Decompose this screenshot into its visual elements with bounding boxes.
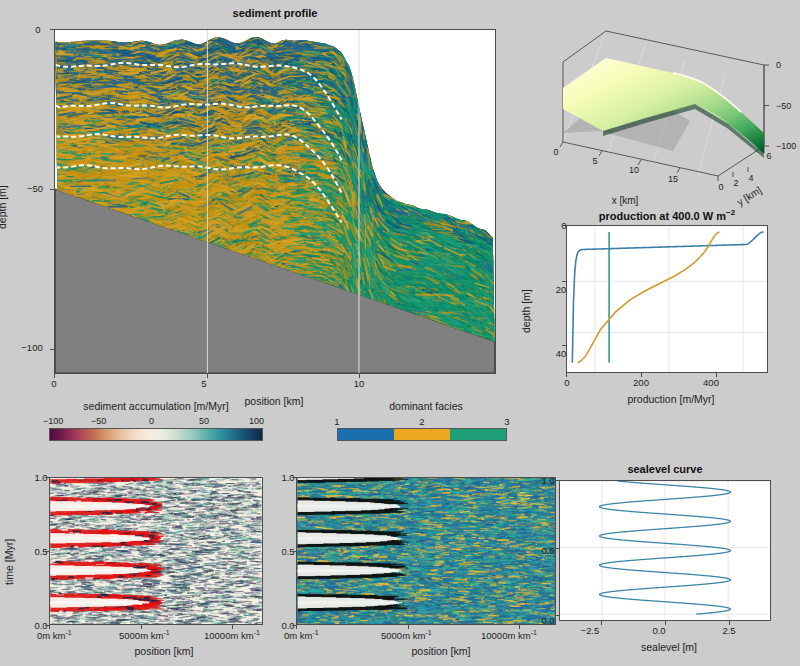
svg-text:−50: −50 bbox=[776, 101, 791, 111]
svg-text:0: 0 bbox=[776, 60, 781, 70]
svg-text:x [km]: x [km] bbox=[612, 195, 639, 206]
svg-text:0: 0 bbox=[718, 182, 723, 192]
svg-text:6: 6 bbox=[766, 151, 771, 161]
svg-text:y [km]: y [km] bbox=[735, 184, 764, 208]
svg-text:15: 15 bbox=[668, 174, 678, 184]
svg-text:5: 5 bbox=[592, 156, 597, 166]
svg-text:0: 0 bbox=[553, 147, 558, 157]
svg-text:10: 10 bbox=[629, 165, 639, 175]
svg-text:4: 4 bbox=[748, 173, 753, 183]
svg-text:2: 2 bbox=[733, 178, 738, 188]
svg-text:−100: −100 bbox=[776, 141, 796, 151]
